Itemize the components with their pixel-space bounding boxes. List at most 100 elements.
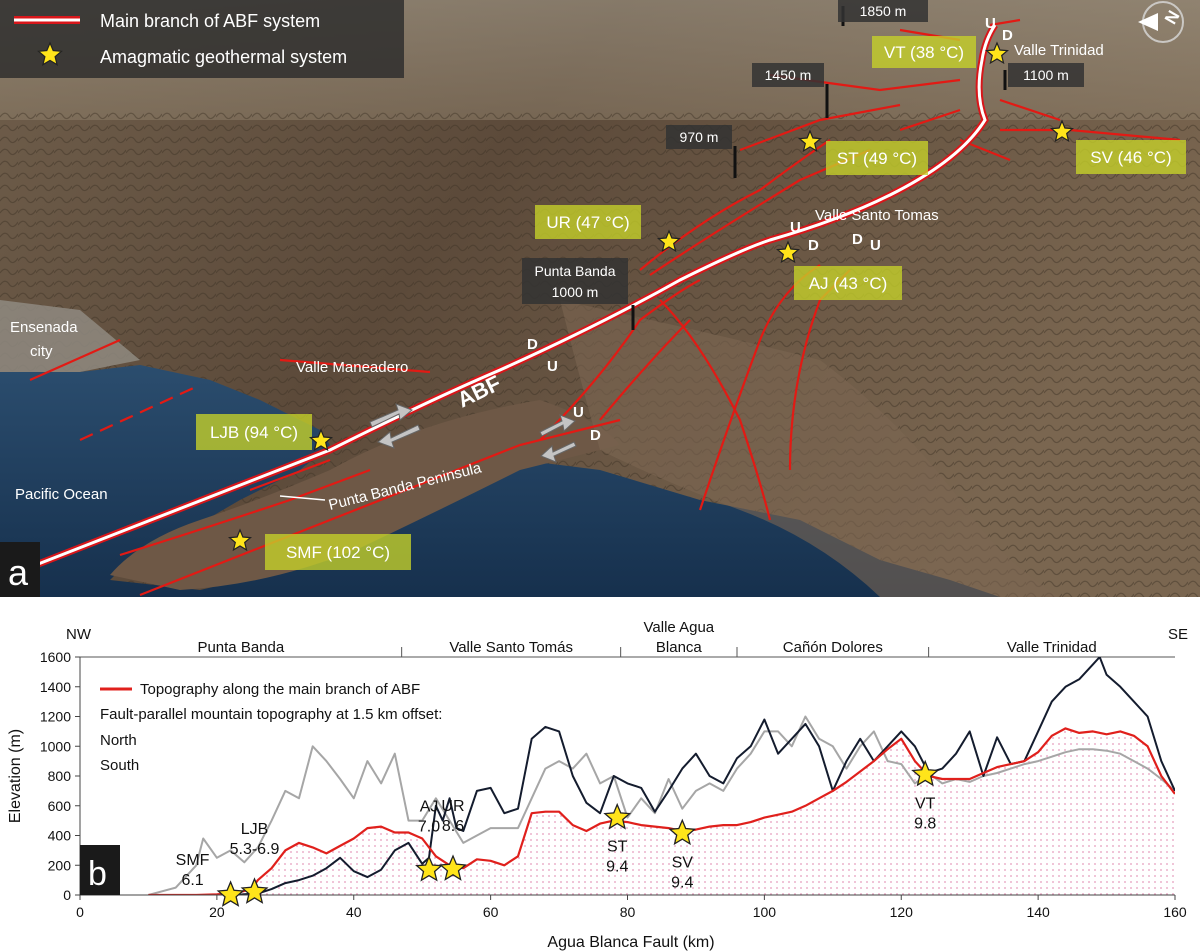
y-tick-label: 600 xyxy=(48,798,72,814)
marker-site-label: LJB xyxy=(241,821,269,838)
site-smf: SMF (102 °C) xyxy=(286,543,390,562)
panel-b-tag: b xyxy=(88,855,107,893)
x-tick-label: 120 xyxy=(890,904,914,920)
y-tick-label: 200 xyxy=(48,857,72,873)
legend-star-label: Amagmatic geothermal system xyxy=(100,47,347,67)
label-ensenada-city: city xyxy=(30,343,53,360)
region-label: Valle Agua xyxy=(644,619,715,636)
axes: 0 20 40 60 80 100 120 140 1600200400600800100012… xyxy=(40,649,1187,920)
site-st: ST (49 °C) xyxy=(837,149,917,168)
geothermal-markers: SMF 6.1 LJB 5.3-6.9 AJ 7.0UR 8.6 ST 9.4 SV 9.4 VT 9.… xyxy=(176,759,940,907)
panel-b-tag-box xyxy=(80,845,120,895)
marker-u: U xyxy=(547,358,558,375)
region-label: Valle Santo Tomás xyxy=(449,639,573,656)
depth-labels: 1850 m 1450 m 1100 m 970 m Punta Banda 1… xyxy=(522,0,1084,304)
region-band: Punta Banda Valle Santo Tomás Valle Agua Bl… xyxy=(80,619,1175,658)
panel-a-tag: a xyxy=(8,552,29,593)
site-labels: VT (38 °C) ST (49 °C) SV (46 °C) UR (47 … xyxy=(196,36,1186,570)
y-tick-label: 400 xyxy=(48,828,72,844)
marker-site-label: SMF xyxy=(176,852,210,869)
site-stars xyxy=(227,41,1075,552)
depth-1850: 1850 m xyxy=(860,3,907,19)
geothermal-star-icon xyxy=(984,41,1010,65)
geothermal-star-icon xyxy=(775,240,801,264)
map-legend: Main branch of ABF system Amagmatic geot… xyxy=(0,0,404,78)
geothermal-marker-star xyxy=(415,855,444,882)
marker-d: D xyxy=(527,336,538,353)
x-tick-label: 60 xyxy=(483,904,499,920)
x-axis-label: Agua Blanca Fault (km) xyxy=(547,934,714,951)
site-vt: VT (38 °C) xyxy=(884,43,964,62)
ud-markers: D U U D U D D U U D xyxy=(527,15,1013,444)
region-label: Punta Banda xyxy=(197,639,284,656)
marker-site-label: VT xyxy=(915,796,936,813)
panel-a-tag-box xyxy=(0,542,40,597)
slip-arrow-left xyxy=(377,424,421,449)
slip-arrow-right-2 xyxy=(539,414,576,437)
marker-value-label: 7.0 xyxy=(418,819,440,836)
legend-fault-label: Main branch of ABF system xyxy=(100,11,320,31)
geothermal-marker-star xyxy=(439,854,467,881)
y-tick-label: 800 xyxy=(48,768,72,784)
label-pacific-ocean: Pacific Ocean xyxy=(15,486,108,503)
y-tick-label: 1000 xyxy=(40,738,71,754)
topography-fill xyxy=(148,728,1175,895)
y-tick-label: 1200 xyxy=(40,709,71,725)
site-ljb: LJB (94 °C) xyxy=(210,423,298,442)
marker-value-label: 9.4 xyxy=(671,874,693,891)
region-label: Valle Trinidad xyxy=(1007,639,1097,656)
slip-arrow-left-2 xyxy=(540,441,577,463)
x-tick-label: 40 xyxy=(346,904,362,920)
x-tick-label: 100 xyxy=(753,904,777,920)
southern-range xyxy=(560,300,1060,597)
marker-u: U xyxy=(870,237,881,254)
peninsula-leader xyxy=(279,495,326,501)
y-tick-label: 1600 xyxy=(40,649,71,665)
x-tick-label: 140 xyxy=(1026,904,1050,920)
main-branch-fill xyxy=(148,728,1175,895)
x-tick-label: 160 xyxy=(1163,904,1187,920)
geothermal-star-icon xyxy=(797,129,823,153)
marker-site-label: UR xyxy=(441,798,464,815)
slip-arrows xyxy=(369,403,577,463)
site-aj: AJ (43 °C) xyxy=(809,274,888,293)
region-label: Blanca xyxy=(656,639,703,656)
profile-legend: Topography along the main branch of ABF … xyxy=(100,681,442,774)
abf-main-branch-inner xyxy=(27,24,997,570)
depth-970: 970 m xyxy=(680,129,719,145)
site-ur: UR (47 °C) xyxy=(546,213,629,232)
marker-d: D xyxy=(808,237,819,254)
legend-north-label: North xyxy=(100,732,137,749)
x-tick-label: 20 xyxy=(209,904,225,920)
legend-red-label: Topography along the main branch of ABF xyxy=(140,681,420,698)
legend-star-shape xyxy=(37,41,63,66)
marker-u: U xyxy=(985,15,996,32)
geothermal-marker-star xyxy=(668,818,697,846)
marker-d: D xyxy=(852,231,863,248)
legend-south-label: South xyxy=(100,757,139,774)
label-valle-santo-tomas: Valle Santo Tomas xyxy=(815,207,939,224)
direction-se: SE xyxy=(1168,626,1188,643)
marker-site-label: SV xyxy=(672,854,694,871)
marker-u: U xyxy=(790,219,801,236)
geothermal-star-icon xyxy=(656,229,682,253)
x-tick-label: 80 xyxy=(620,904,636,920)
geothermal-marker-star xyxy=(603,802,632,830)
geothermal-marker-star xyxy=(216,880,245,907)
slip-arrow-right xyxy=(369,403,413,428)
depth-punta-banda-name: Punta Banda xyxy=(535,263,616,279)
geothermal-marker-star xyxy=(911,759,940,787)
ensenada-urban-area xyxy=(0,300,140,372)
direction-nw: NW xyxy=(66,626,92,643)
label-valle-maneadero: Valle Maneadero xyxy=(296,359,408,376)
series-line-south xyxy=(148,715,1175,895)
marker-u: U xyxy=(573,404,584,421)
geothermal-star-icon xyxy=(308,428,334,452)
marker-value-label: 6.1 xyxy=(181,872,203,889)
marker-value-label: 8.6 xyxy=(442,818,464,835)
geothermal-star-icon xyxy=(1049,119,1075,143)
marker-value-label: 5.3-6.9 xyxy=(230,841,280,858)
marker-d: D xyxy=(1002,27,1013,44)
region-label: Cañón Dolores xyxy=(783,639,883,656)
depth-1100: 1100 m xyxy=(1023,67,1069,83)
